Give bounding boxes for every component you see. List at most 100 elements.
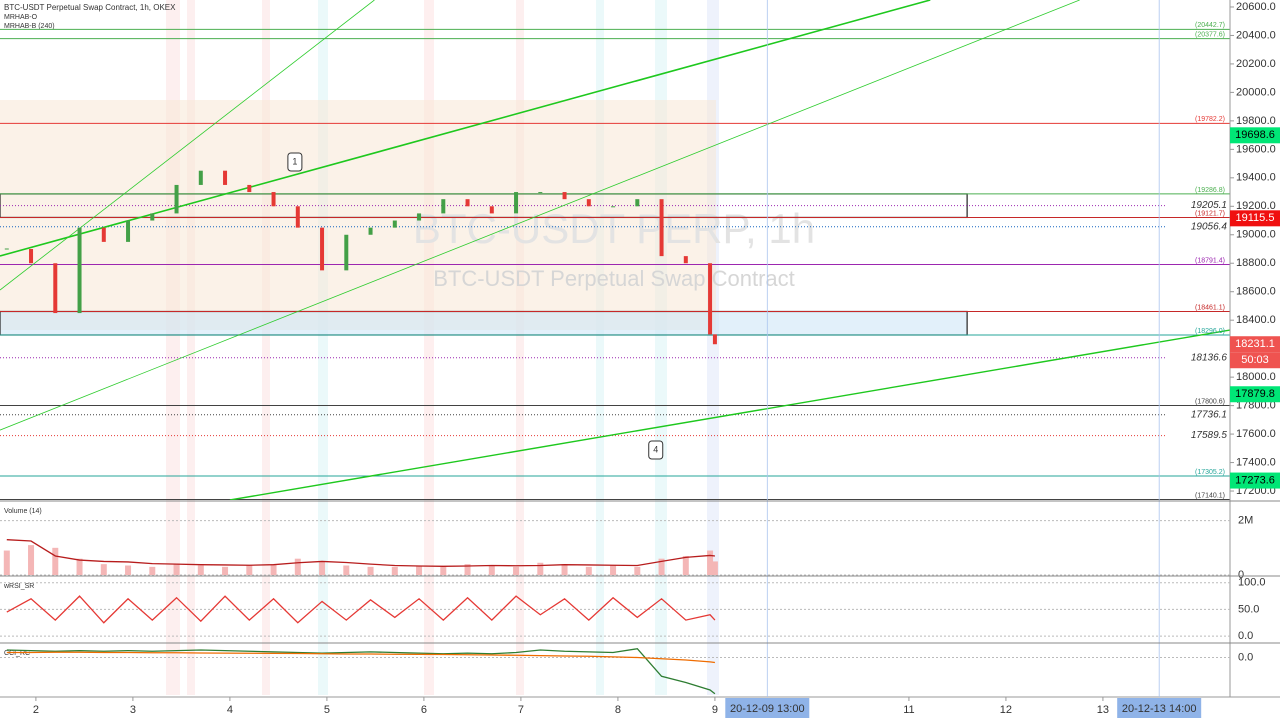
level-label: (18791.4) xyxy=(1195,257,1225,264)
volume-bar xyxy=(76,558,83,575)
candle xyxy=(635,199,640,207)
candle xyxy=(659,199,664,257)
annotation-text: 1 xyxy=(292,156,297,166)
candle xyxy=(320,227,325,271)
price-tick-label: 19600.0 xyxy=(1236,143,1276,155)
volume-bar xyxy=(711,561,718,575)
stripe xyxy=(262,0,270,695)
candle xyxy=(126,220,131,242)
zone xyxy=(0,310,968,336)
candle xyxy=(53,263,58,314)
price-badge-label: 19698.6 xyxy=(1235,129,1275,141)
volume-bar xyxy=(52,547,59,575)
volume-bar xyxy=(391,566,398,575)
candle xyxy=(150,213,155,221)
candle xyxy=(198,170,203,185)
stripe xyxy=(187,0,195,695)
dotted-level-label: 19056.4 xyxy=(1191,221,1228,232)
price-tick-label: 19800.0 xyxy=(1236,115,1276,127)
candle xyxy=(295,206,300,228)
time-tick-label: 3 xyxy=(130,704,136,716)
price-tick-label: 19000.0 xyxy=(1236,229,1276,241)
time-tick-label: 8 xyxy=(615,704,621,716)
watermark-description: BTC-USDT Perpetual Swap Contract xyxy=(433,266,795,291)
price-tick-label: 19200.0 xyxy=(1236,200,1276,212)
volume-bar xyxy=(125,565,132,575)
volume-bar xyxy=(149,566,156,575)
countdown-label: 50:03 xyxy=(1241,354,1269,366)
price-tick-label: 20200.0 xyxy=(1236,58,1276,70)
time-tick-label: 11 xyxy=(903,704,914,716)
volume-bar xyxy=(707,550,714,575)
chart-title: BTC-USDT Perpetual Swap Contract, 1h, OK… xyxy=(4,3,176,12)
candle xyxy=(392,220,397,228)
candle xyxy=(247,184,252,193)
volume-bar xyxy=(488,565,495,575)
time-tick-label: 2 xyxy=(33,704,39,716)
annotation-box xyxy=(648,440,664,460)
stripe xyxy=(424,0,434,695)
price-badge xyxy=(1230,210,1280,227)
candle xyxy=(368,227,373,235)
price-badge xyxy=(1230,386,1280,403)
candle xyxy=(562,192,567,200)
indicator-line xyxy=(6,648,716,695)
level-label: (20442.7) xyxy=(1195,22,1225,29)
pane-tick-label: 0.0 xyxy=(1238,630,1253,642)
price-tick-label: 20000.0 xyxy=(1236,86,1276,98)
indicator-line xyxy=(6,595,716,624)
pane-tick-label: 0 xyxy=(1238,569,1244,581)
candle xyxy=(489,206,494,214)
countdown-badge xyxy=(1230,352,1280,369)
dotted-level-label: 19205.1 xyxy=(1191,200,1227,211)
volume-ma xyxy=(6,539,715,567)
trendline xyxy=(0,0,1080,431)
price-badge-label: 17273.6 xyxy=(1235,474,1275,486)
level-label: (20377.6) xyxy=(1195,31,1225,38)
trendline xyxy=(0,0,375,291)
time-tick-label: 7 xyxy=(518,704,524,716)
candle xyxy=(174,184,179,214)
signal-line xyxy=(6,651,715,664)
level-label: (18461.1) xyxy=(1195,304,1225,311)
candle xyxy=(683,256,688,264)
candle xyxy=(271,192,276,207)
price-tick-label: 18800.0 xyxy=(1236,257,1276,269)
pane-tick-label: 0.0 xyxy=(1238,651,1253,663)
volume-bar xyxy=(585,566,592,575)
price-tick-label: 17600.0 xyxy=(1236,428,1276,440)
pane-tick-label: 100.0 xyxy=(1238,577,1266,589)
pane-title: CCI_RC xyxy=(4,650,30,657)
price-badge-label: 19115.5 xyxy=(1236,212,1275,224)
candle xyxy=(417,213,422,221)
time-tick-label: 6 xyxy=(421,704,427,716)
volume-bar xyxy=(367,566,374,575)
time-tick-label: 12 xyxy=(1000,704,1012,716)
price-tick-label: 19400.0 xyxy=(1236,172,1276,184)
pane-title: Volume (14) xyxy=(4,508,42,515)
volume-bar xyxy=(246,565,253,575)
time-tick-label: 5 xyxy=(324,704,330,716)
price-tick-label: 18600.0 xyxy=(1236,286,1276,298)
candle xyxy=(344,234,349,271)
pane-title: wRSI_SR xyxy=(3,583,34,590)
indicator-label: MRHAB-O xyxy=(4,14,38,21)
level-label: (19121.7) xyxy=(1195,210,1225,217)
price-tick-label: 18000.0 xyxy=(1236,371,1276,383)
candle xyxy=(101,227,106,242)
time-tick-label: 4 xyxy=(227,704,233,716)
level-label: (17140.1) xyxy=(1195,492,1225,499)
volume-bar xyxy=(537,562,544,575)
level-label: (19286.8) xyxy=(1195,187,1225,194)
volume-bar xyxy=(222,566,229,575)
candle xyxy=(441,199,446,214)
price-tick-label: 18400.0 xyxy=(1236,314,1276,326)
volume-bar xyxy=(343,565,350,575)
candle xyxy=(29,249,34,264)
price-tick-label: 20400.0 xyxy=(1236,29,1276,41)
annotation-text: 4 xyxy=(653,444,658,454)
time-badge-label: 20-12-09 13:00 xyxy=(730,703,805,715)
price-tick-label: 20600.0 xyxy=(1236,1,1276,13)
volume-bar xyxy=(634,566,641,575)
